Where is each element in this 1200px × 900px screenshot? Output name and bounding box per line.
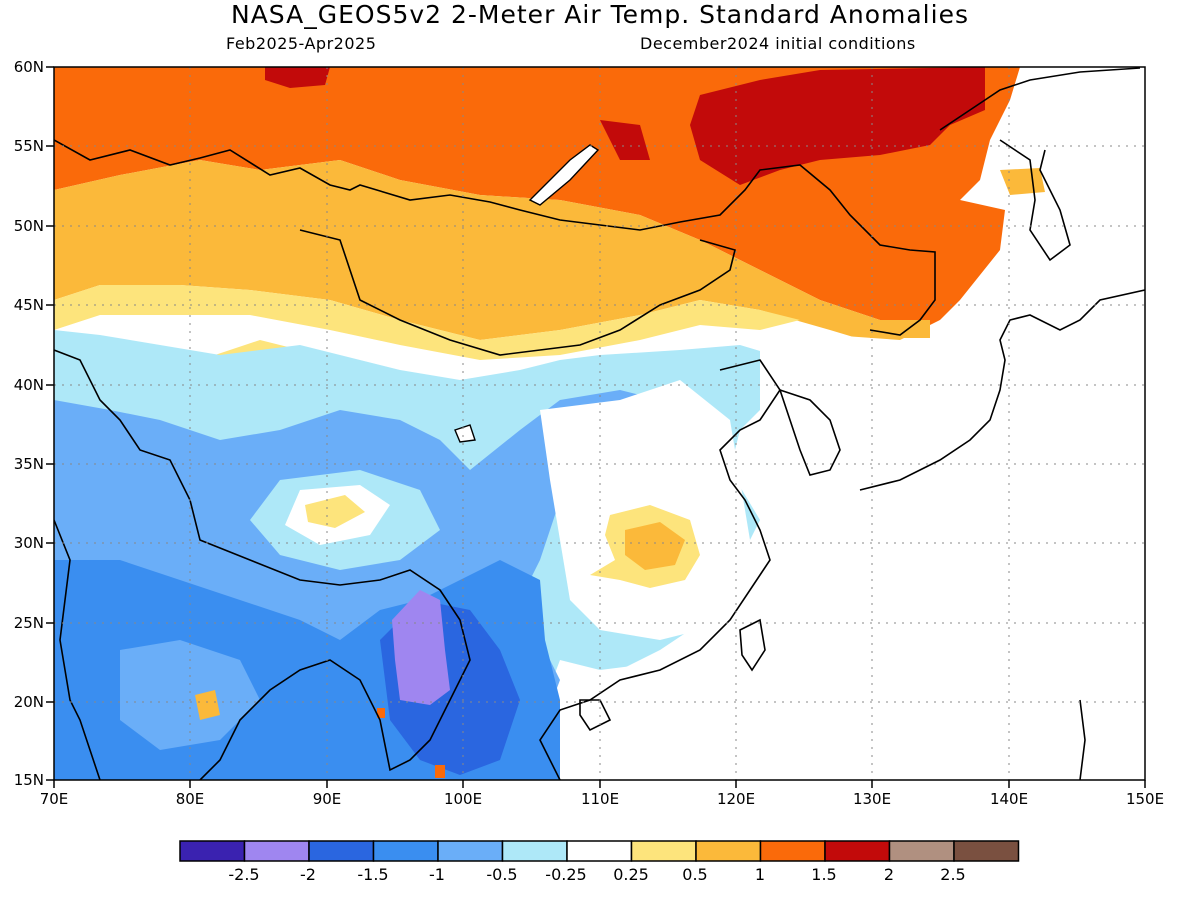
anomaly-region-hot-northeast	[690, 67, 985, 185]
colorbar-swatch	[501, 840, 568, 862]
lat-label: 25N	[13, 614, 44, 632]
colorbar-label: 1	[754, 865, 766, 884]
lat-label: 50N	[13, 217, 44, 235]
coastlines	[54, 67, 1145, 780]
colorbar-label: 2.5	[940, 865, 966, 884]
colorbar-swatch	[372, 840, 439, 862]
colorbar-swatch	[243, 840, 310, 862]
lat-label: 15N	[13, 771, 44, 789]
colorbar-label: -1	[429, 865, 445, 884]
colorbar-swatch	[566, 840, 633, 862]
forecast-period: Feb2025-Apr2025	[226, 34, 377, 53]
colorbar-swatch	[888, 840, 955, 862]
lon-label: 70E	[39, 790, 69, 808]
map-title: NASA_GEOS5v2 2-Meter Air Temp. Standard …	[231, 0, 969, 29]
colorbar-swatch	[179, 840, 246, 862]
colorbar-swatch	[308, 840, 375, 862]
lon-label: 130E	[852, 790, 892, 808]
lat-label: 20N	[13, 693, 44, 711]
lat-label: 30N	[13, 534, 44, 552]
lon-label: 80E	[175, 790, 205, 808]
colorbar-swatch	[953, 840, 1020, 862]
colorbar-label: -2.5	[228, 865, 260, 884]
lon-label: 110E	[580, 790, 620, 808]
colorbar-label: -1.5	[357, 865, 389, 884]
axis-ticks	[46, 66, 1146, 788]
colorbar-label: 0.5	[682, 865, 708, 884]
anomaly-region-coldest	[392, 590, 450, 705]
colorbar-label: 2	[883, 865, 895, 884]
colorbar-label: 1.5	[811, 865, 837, 884]
lon-label: 90E	[312, 790, 342, 808]
colorbar-label: -2	[300, 865, 316, 884]
colorbar-label: -0.5	[486, 865, 518, 884]
lat-label: 60N	[13, 58, 44, 76]
lon-label: 140E	[989, 790, 1029, 808]
colorbar-swatch	[824, 840, 891, 862]
lat-label: 40N	[13, 376, 44, 394]
lakes	[454, 144, 600, 443]
colorbar-swatch	[695, 840, 762, 862]
lat-label: 55N	[13, 137, 44, 155]
anomaly-region-mild-warm	[54, 160, 920, 345]
lon-label: 120E	[716, 790, 756, 808]
colorbar-swatch	[759, 840, 826, 862]
colorbar	[179, 840, 1020, 862]
colorbar-swatch	[437, 840, 504, 862]
lat-label: 45N	[13, 296, 44, 314]
lat-label: 35N	[13, 455, 44, 473]
anomaly-shading	[54, 67, 1145, 780]
colorbar-label: 0.25	[613, 865, 649, 884]
colorbar-label: -0.25	[545, 865, 587, 884]
initial-conditions: December2024 initial conditions	[640, 34, 916, 53]
lon-label: 150E	[1125, 790, 1165, 808]
colorbar-swatch	[630, 840, 697, 862]
lon-label: 100E	[443, 790, 483, 808]
gridlines	[54, 67, 1145, 780]
